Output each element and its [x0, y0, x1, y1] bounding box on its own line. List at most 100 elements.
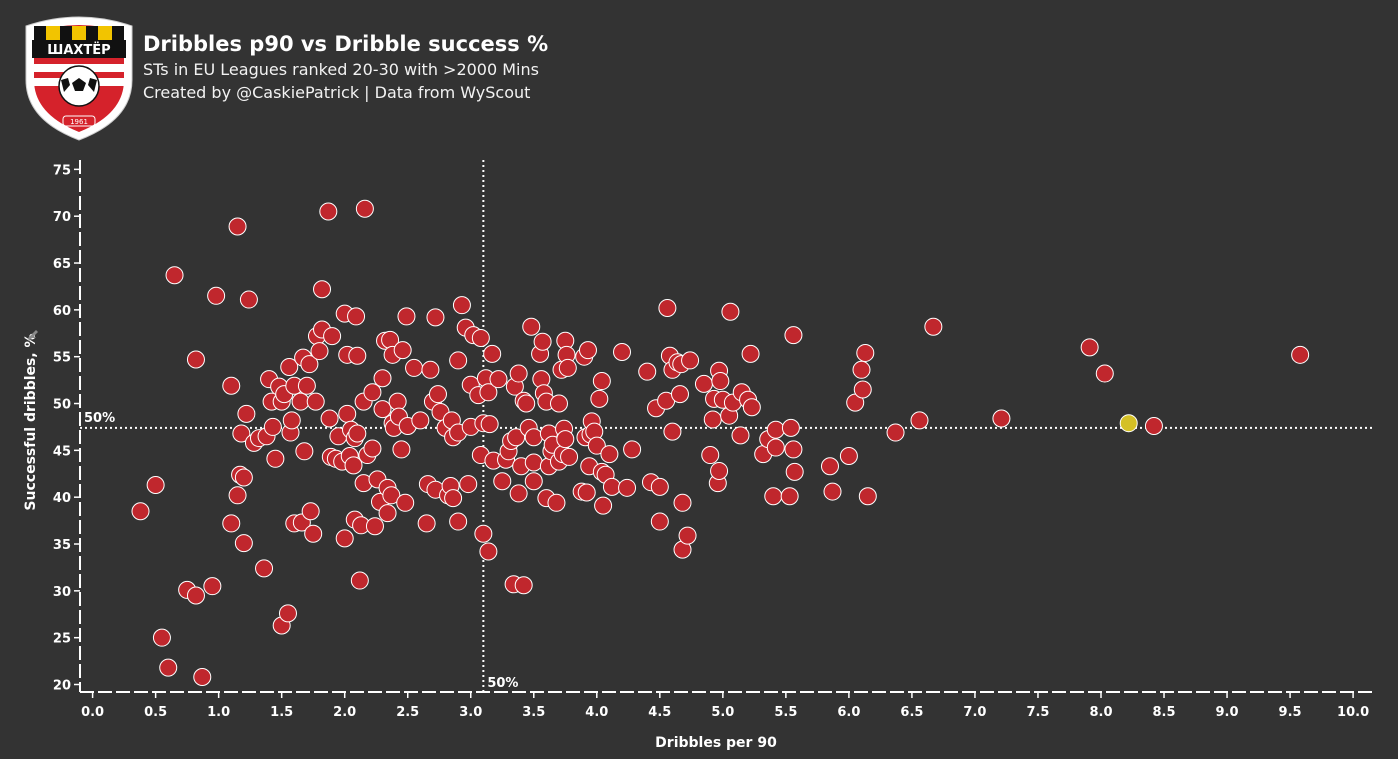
data-point[interactable]	[741, 344, 760, 363]
data-point[interactable]	[396, 493, 415, 512]
data-point[interactable]	[452, 296, 471, 315]
data-point[interactable]	[363, 383, 382, 402]
data-point[interactable]	[670, 385, 689, 404]
data-point[interactable]	[355, 199, 374, 218]
data-point[interactable]	[703, 410, 722, 429]
data-point[interactable]	[480, 415, 499, 434]
data-point[interactable]	[207, 286, 226, 305]
data-point[interactable]	[338, 404, 357, 423]
data-point[interactable]	[471, 328, 490, 347]
data-point[interactable]	[766, 438, 785, 457]
data-point[interactable]	[347, 307, 366, 326]
data-point[interactable]	[365, 517, 384, 536]
data-point[interactable]	[239, 290, 258, 309]
data-point[interactable]	[663, 422, 682, 441]
data-point[interactable]	[592, 372, 611, 391]
data-point[interactable]	[638, 362, 657, 381]
data-point[interactable]	[681, 351, 700, 370]
data-point[interactable]	[764, 487, 783, 506]
data-point[interactable]	[721, 302, 740, 321]
data-point[interactable]	[886, 423, 905, 442]
data-point[interactable]	[222, 514, 241, 533]
data-point[interactable]	[393, 341, 412, 360]
data-point[interactable]	[146, 476, 165, 495]
data-point[interactable]	[650, 512, 669, 531]
highlighted-point[interactable]	[1119, 414, 1138, 433]
data-point[interactable]	[397, 307, 416, 326]
data-point[interactable]	[306, 392, 325, 411]
data-point[interactable]	[623, 440, 642, 459]
data-point[interactable]	[560, 447, 579, 466]
data-point[interactable]	[193, 668, 212, 687]
data-point[interactable]	[514, 576, 533, 595]
data-point[interactable]	[411, 411, 430, 430]
data-point[interactable]	[278, 604, 297, 623]
data-point[interactable]	[297, 376, 316, 395]
data-point[interactable]	[785, 462, 804, 481]
data-point[interactable]	[479, 542, 498, 561]
data-point[interactable]	[459, 475, 478, 494]
data-point[interactable]	[295, 442, 314, 461]
data-point[interactable]	[483, 344, 502, 363]
data-point[interactable]	[304, 524, 323, 543]
data-point[interactable]	[234, 468, 253, 487]
data-point[interactable]	[417, 514, 436, 533]
data-point[interactable]	[301, 502, 320, 521]
data-point[interactable]	[524, 428, 543, 447]
data-point[interactable]	[1080, 338, 1099, 357]
data-point[interactable]	[348, 346, 367, 365]
data-point[interactable]	[320, 409, 339, 428]
data-point[interactable]	[742, 398, 761, 417]
data-point[interactable]	[650, 477, 669, 496]
data-point[interactable]	[522, 317, 541, 336]
data-point[interactable]	[694, 374, 713, 393]
data-point[interactable]	[853, 380, 872, 399]
data-point[interactable]	[263, 417, 282, 436]
data-point[interactable]	[781, 418, 800, 437]
data-point[interactable]	[784, 326, 803, 345]
data-point[interactable]	[658, 298, 677, 317]
data-point[interactable]	[291, 392, 310, 411]
data-point[interactable]	[549, 394, 568, 413]
data-point[interactable]	[300, 355, 319, 374]
data-point[interactable]	[421, 360, 440, 379]
data-point[interactable]	[780, 487, 799, 506]
data-point[interactable]	[323, 327, 342, 346]
data-point[interactable]	[310, 342, 329, 361]
data-point[interactable]	[533, 332, 552, 351]
data-point[interactable]	[319, 202, 338, 221]
data-point[interactable]	[186, 586, 205, 605]
data-point[interactable]	[363, 439, 382, 458]
data-point[interactable]	[731, 426, 750, 445]
data-point[interactable]	[392, 440, 411, 459]
data-point[interactable]	[449, 512, 468, 531]
data-point[interactable]	[992, 409, 1011, 428]
data-point[interactable]	[152, 628, 171, 647]
data-point[interactable]	[234, 534, 253, 553]
data-point[interactable]	[858, 487, 877, 506]
data-point[interactable]	[594, 496, 613, 515]
data-point[interactable]	[547, 493, 566, 512]
data-point[interactable]	[426, 308, 445, 327]
data-point[interactable]	[255, 559, 274, 578]
data-point[interactable]	[313, 280, 332, 299]
data-point[interactable]	[405, 358, 424, 377]
data-point[interactable]	[228, 217, 247, 236]
data-point[interactable]	[823, 482, 842, 501]
data-point[interactable]	[509, 484, 528, 503]
data-point[interactable]	[924, 317, 943, 336]
pin-icon[interactable]	[28, 330, 38, 341]
data-point[interactable]	[131, 502, 150, 521]
data-point[interactable]	[766, 420, 785, 439]
data-point[interactable]	[613, 343, 632, 362]
data-point[interactable]	[507, 428, 526, 447]
data-point[interactable]	[587, 436, 606, 455]
data-point[interactable]	[350, 571, 369, 590]
data-point[interactable]	[524, 472, 543, 491]
data-point[interactable]	[590, 389, 609, 408]
data-point[interactable]	[186, 350, 205, 369]
data-point[interactable]	[378, 504, 397, 523]
data-point[interactable]	[784, 440, 803, 459]
data-point[interactable]	[479, 383, 498, 402]
data-point[interactable]	[577, 483, 596, 502]
